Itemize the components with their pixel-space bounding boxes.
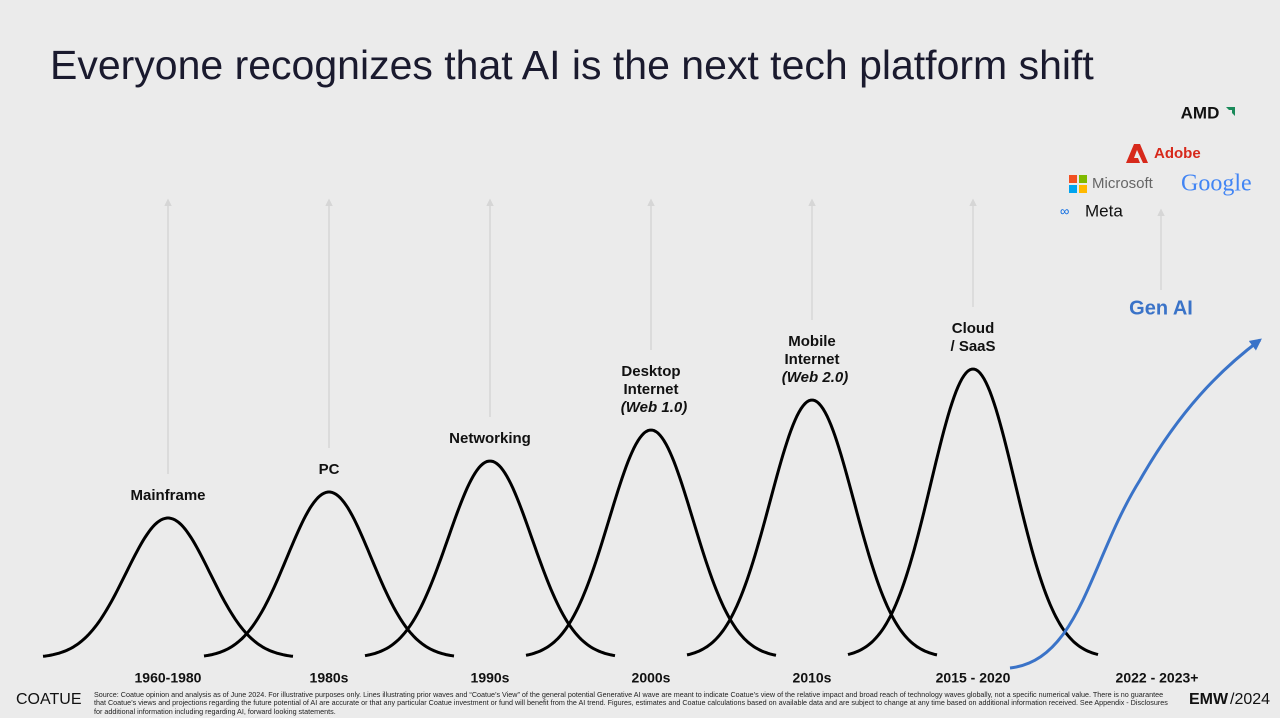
wave-curve (847, 367, 1099, 657)
logo-amd: AMD (1181, 103, 1220, 122)
era-label: 2010s (793, 670, 832, 686)
brand: COATUE (16, 691, 81, 708)
event: EMW (1189, 691, 1229, 708)
microsoft-icon (1069, 175, 1087, 193)
wave-label: Mobile Internet (784, 333, 839, 368)
wave-label: Desktop Internet (621, 363, 680, 398)
wave-curve (364, 459, 616, 658)
era-label: 1960-1980 (135, 670, 202, 686)
era-label: 1980s (310, 670, 349, 686)
wave-curve (525, 428, 777, 657)
wave-curve (203, 490, 455, 658)
era-label: 1990s (471, 670, 510, 686)
wave-curve (686, 398, 938, 657)
era-label: 2022 - 2023+ (1116, 670, 1199, 686)
wave-curve (42, 516, 294, 658)
gen-ai-label: Gen AI (1129, 297, 1193, 319)
wave-sublabel: (Web 1.0) (621, 399, 687, 416)
wave-label: PC (319, 461, 340, 478)
era-label: 2015 - 2020 (936, 670, 1011, 686)
logo-microsoft: Microsoft (1092, 175, 1154, 192)
wave-sublabel: (Web 2.0) (782, 369, 848, 386)
title: Everyone recognizes that AI is the next … (50, 42, 1094, 88)
meta-icon: ∞ (1060, 203, 1069, 218)
wave-label: Cloud / SaaS (950, 320, 995, 355)
gen-ai-curve (1009, 338, 1262, 670)
year: /2024 (1230, 691, 1270, 708)
source-note: Source: Coatue opinion and analysis as o… (94, 690, 1168, 716)
logo-meta: Meta (1085, 201, 1123, 220)
wave-label: Mainframe (130, 487, 205, 504)
logo-adobe: Adobe (1154, 145, 1201, 162)
adobe-icon (1126, 144, 1148, 163)
logo-google: Google (1181, 171, 1252, 197)
wave-label: Networking (449, 430, 531, 447)
era-label: 2000s (632, 670, 671, 686)
amd-icon (1226, 107, 1235, 116)
